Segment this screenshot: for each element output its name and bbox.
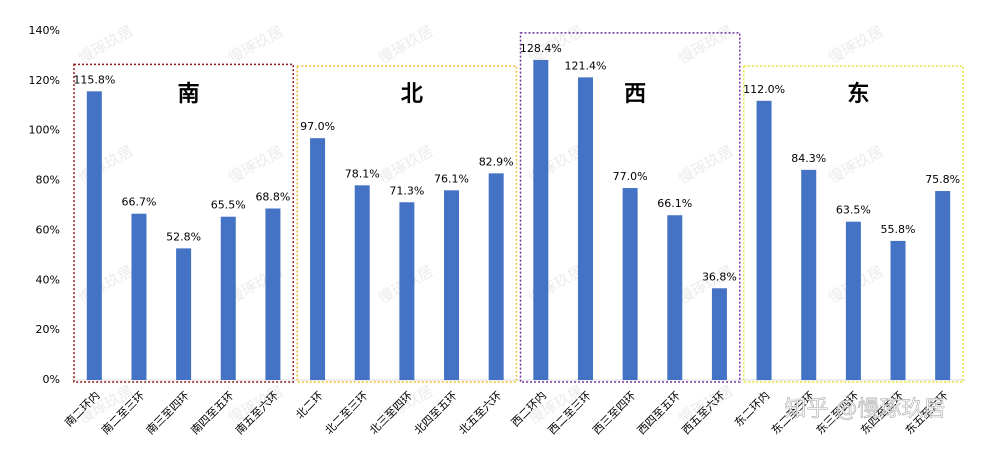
data-label: 78.1%: [345, 167, 380, 180]
bar: [176, 248, 192, 380]
bar: [310, 138, 326, 380]
y-tick-label: 140%: [29, 24, 60, 37]
bar: [354, 185, 370, 380]
data-label: 97.0%: [300, 120, 335, 133]
data-label: 55.8%: [881, 223, 916, 236]
bar: [935, 191, 951, 380]
bar: [488, 173, 504, 380]
bar: [131, 213, 147, 380]
bar: [801, 169, 817, 380]
data-label: 121.4%: [564, 59, 606, 72]
bar: [756, 100, 772, 381]
x-tick-label: 东二环内: [731, 388, 772, 429]
bar: [711, 288, 727, 380]
bar: [577, 77, 593, 381]
y-tick-label: 60%: [36, 223, 60, 236]
data-label: 66.7%: [121, 196, 156, 209]
background-watermark: 慢琢玖居: [75, 142, 136, 188]
background-watermark: 慢琢玖居: [675, 142, 736, 188]
group-label: 西: [624, 82, 646, 107]
group-box: [73, 63, 294, 383]
x-tick-label: 南三至四环: [144, 389, 192, 437]
group-label: 东: [847, 81, 869, 107]
data-label: 63.5%: [836, 204, 871, 217]
y-tick-label: 0%: [43, 373, 60, 386]
data-label: 128.4%: [520, 42, 562, 55]
bar: [86, 91, 102, 380]
data-label: 82.9%: [479, 155, 514, 168]
bar: [845, 221, 861, 380]
data-label: 112.0%: [743, 83, 785, 96]
bar: [399, 202, 415, 380]
data-label: 77.0%: [613, 170, 648, 183]
data-label: 68.8%: [255, 190, 290, 203]
group-box: [296, 65, 518, 383]
data-label: 65.5%: [211, 199, 246, 212]
bar: [667, 215, 683, 380]
y-tick-label: 80%: [36, 174, 60, 187]
x-tick-label: 北二至三环: [322, 389, 370, 437]
bar: [220, 216, 236, 380]
background-watermark: 慢琢玖居: [825, 142, 886, 188]
background-watermark: 慢琢玖居: [225, 22, 286, 68]
background-watermark: 慢琢玖居: [375, 142, 436, 188]
bar: [533, 59, 549, 380]
bar: [890, 240, 906, 380]
data-label: 71.3%: [389, 184, 424, 197]
data-label: 66.1%: [657, 197, 692, 210]
data-label: 75.8%: [925, 173, 960, 186]
background-watermark: 慢琢玖居: [675, 262, 736, 308]
bar: [622, 188, 638, 380]
data-label: 115.8%: [73, 73, 115, 86]
y-tick-label: 40%: [36, 273, 60, 286]
y-tick-label: 20%: [36, 323, 60, 336]
bar: [265, 208, 281, 380]
data-label: 52.8%: [166, 230, 201, 243]
data-label: 76.1%: [434, 172, 469, 185]
background-watermark: 慢琢玖居: [75, 262, 136, 308]
x-tick-label: 北二环: [293, 389, 326, 422]
background-watermark: 慢琢玖居: [75, 22, 136, 68]
background-watermark: 慢琢玖居: [675, 22, 736, 68]
data-label: 84.3%: [791, 152, 826, 165]
background-watermark: 慢琢玖居: [375, 22, 436, 68]
bar: [444, 190, 460, 380]
group-label: 北: [401, 82, 423, 107]
group-box: [743, 65, 964, 383]
data-label: 36.8%: [702, 270, 737, 283]
y-tick-label: 120%: [29, 74, 60, 87]
y-tick-label: 100%: [29, 124, 60, 137]
background-watermark: 慢琢玖居: [825, 22, 886, 68]
x-tick-label: 北五至六环: [456, 389, 504, 437]
background-watermark: 慢琢玖居: [225, 142, 286, 188]
group-label: 南: [178, 82, 200, 107]
watermark: 知乎 @慢琢玖居: [785, 397, 946, 422]
x-tick-label: 西三至四环: [590, 389, 638, 437]
group-box: [519, 32, 741, 383]
